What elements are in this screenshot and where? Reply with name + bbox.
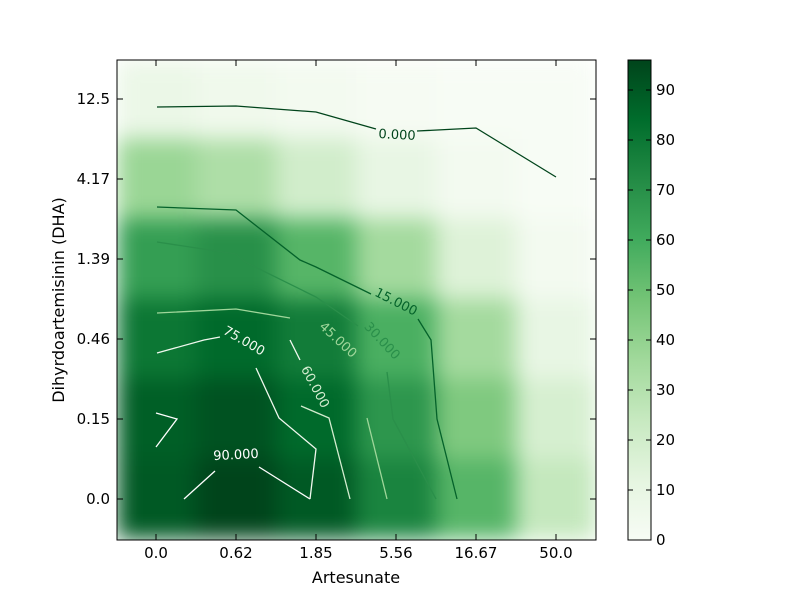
contour-line-15 [156,206,372,295]
contour-line-75 [255,367,317,500]
contour-lines [155,105,557,500]
x-tick-label: 16.67 [455,544,498,562]
colorbar-tick-label: 90 [656,81,675,99]
colorbar-tick-label: 60 [656,231,675,249]
colorbar-tick-label: 10 [656,481,675,499]
y-axis [117,98,596,500]
x-tick-labels: 0.0 0.62 1.85 5.56 16.67 50.0 [144,544,573,562]
colorbar-tick-label: 30 [656,381,675,399]
colorbar-ticks: 0 10 20 30 40 50 60 70 80 90 [628,81,675,549]
y-axis-label: Dihyrdoartemisinin (DHA) [49,197,68,403]
contour-label-75: 75.000 [220,324,267,360]
y-tick-label: 0.46 [77,330,110,348]
colorbar-tick-label: 20 [656,431,675,449]
plot-frame [116,59,597,541]
contour-line-15 [417,318,458,500]
contour-line-90 [183,470,216,500]
colorbar-gradient [627,59,652,541]
colorbar-tick-label: 40 [656,331,675,349]
y-tick-label: 0.15 [77,410,110,428]
x-tick-label: 5.56 [379,544,412,562]
x-tick-label: 0.62 [219,544,252,562]
y-tick-label: 12.5 [77,90,110,108]
contour-line-60 [300,405,351,500]
contour-label-90: 90.000 [213,447,259,464]
contour-line-75 [156,336,221,354]
y-tick-label: 1.39 [77,250,110,268]
contour-line-75 [289,339,301,361]
heatmap-image [117,60,596,540]
contour-line-0 [156,105,377,130]
colorbar-tick-label: 80 [656,131,675,149]
x-tick-label: 0.0 [144,544,168,562]
x-axis [155,60,557,540]
colorbar: 0 10 20 30 40 50 60 70 80 90 [627,59,675,549]
contour-line-30 [386,371,437,500]
x-tick-label: 50.0 [539,544,572,562]
y-tick-label: 4.17 [77,170,110,188]
y-tick-label: 0.0 [86,490,110,508]
contour-line-90 [155,412,179,448]
colorbar-tick-label: 50 [656,281,675,299]
contour-line-45 [366,417,388,500]
contour-label-0: 0.000 [378,127,416,144]
contour-line-45 [156,308,291,319]
contour-line-0 [416,127,557,178]
x-tick-label: 1.85 [299,544,332,562]
contour-line-90 [258,466,311,500]
x-axis-label: Artesunate [312,568,400,587]
contour-label-60: 60.000 [297,364,332,411]
y-tick-labels: 0.0 0.15 0.46 1.39 4.17 12.5 [77,90,110,508]
colorbar-tick-label: 70 [656,181,675,199]
contour-line-30 [156,241,359,327]
colorbar-tick-label: 0 [656,531,666,549]
